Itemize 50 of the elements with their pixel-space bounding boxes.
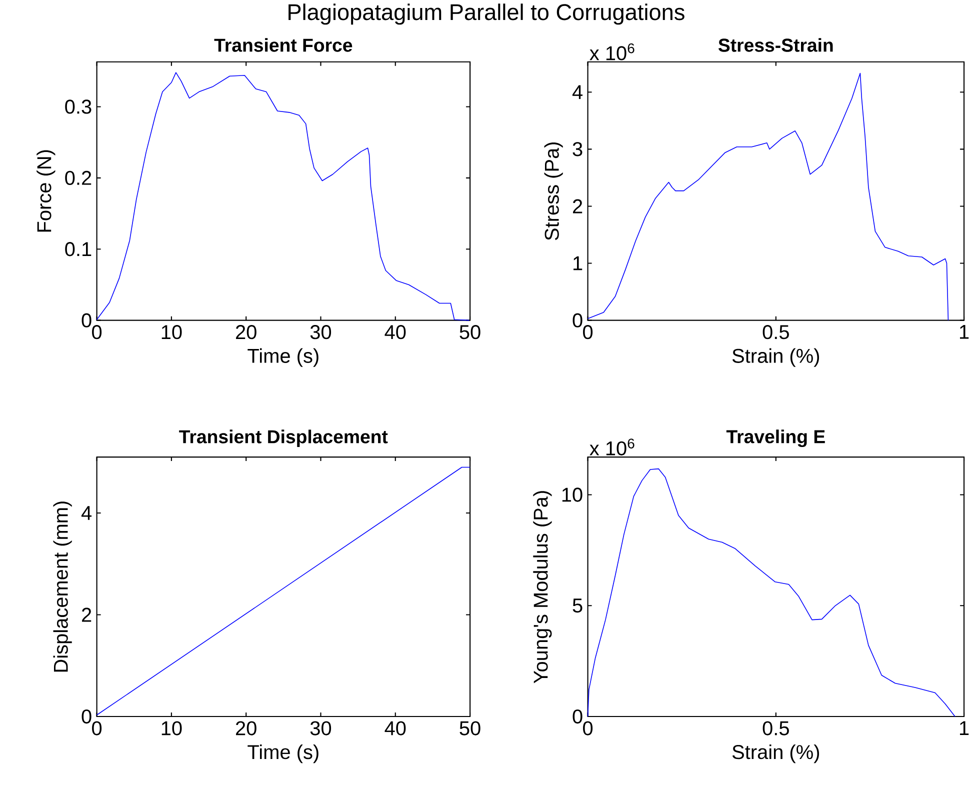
- x-tick-label: 30: [310, 721, 332, 736]
- y-axis-title: Young's Modulus (Pa): [533, 490, 552, 684]
- x-tick-label: 0.5: [762, 324, 789, 339]
- x-axis-title: Strain (%): [732, 348, 820, 367]
- text: x 10$^{6}$: [590, 438, 634, 456]
- x-tick-label: 1: [960, 324, 969, 339]
- y-tick-label: 4: [572, 85, 583, 99]
- x-tick-label: 10: [162, 324, 182, 339]
- y-axis-title: Stress (Pa): [544, 142, 563, 240]
- y-tick-label: 5: [572, 598, 582, 612]
- y-tick-label: 3: [572, 142, 582, 156]
- y-tick-label: 0: [82, 709, 92, 724]
- x-tick-label: 10: [162, 721, 182, 736]
- y-tick-label: 0: [572, 709, 582, 724]
- x-tick-label: 30: [310, 324, 332, 339]
- x-tick-label: 20: [236, 721, 256, 736]
- y-tick-label: 0.2: [65, 170, 92, 185]
- x-tick-label: 0: [92, 324, 102, 339]
- line-series: [587, 72, 949, 321]
- y-axis-title: Displacement (mm): [53, 501, 72, 672]
- x-tick-label: 0: [583, 721, 593, 736]
- text: x 10$^{6}$: [590, 43, 634, 60]
- x-axis-title: Strain (%): [732, 744, 820, 763]
- x-tick-label: 0: [92, 721, 102, 736]
- y-tick-label: 0.3: [65, 99, 92, 114]
- y-tick-label: 0.1: [65, 242, 92, 256]
- y-tick-label: 10: [562, 488, 582, 502]
- x-tick-label: 1: [960, 721, 969, 735]
- y-tick-label: 0: [572, 313, 582, 328]
- y-tick-label: 0: [82, 313, 92, 328]
- x-tick-label: 50: [460, 721, 480, 736]
- x-tick-label: 50: [460, 324, 480, 339]
- y-axis-title: Force (N): [36, 150, 56, 232]
- text: Plagiopatagium Parallel to Corrugations: [288, 3, 684, 24]
- y-tick-label: 1: [574, 256, 582, 270]
- y-tick-label: 2: [572, 199, 582, 214]
- x-axis-title: Time (s): [248, 744, 318, 763]
- chart-title: Traveling E: [726, 429, 825, 447]
- line-series: [587, 468, 956, 717]
- x-axis-title: Time (s): [248, 348, 318, 367]
- x-tick-label: 40: [384, 324, 406, 339]
- x-tick-label: 0: [583, 324, 593, 339]
- y-tick-label: 2: [82, 608, 92, 622]
- chart-title: Stress-Strain: [718, 38, 833, 52]
- x-tick-label: 20: [236, 324, 256, 339]
- x-tick-label: 40: [384, 721, 406, 736]
- chart-title: Transient Force: [214, 38, 352, 52]
- y-tick-label: 4: [81, 506, 92, 520]
- chart-title: Transient Displacement: [179, 430, 388, 447]
- x-tick-label: 0.5: [762, 721, 789, 736]
